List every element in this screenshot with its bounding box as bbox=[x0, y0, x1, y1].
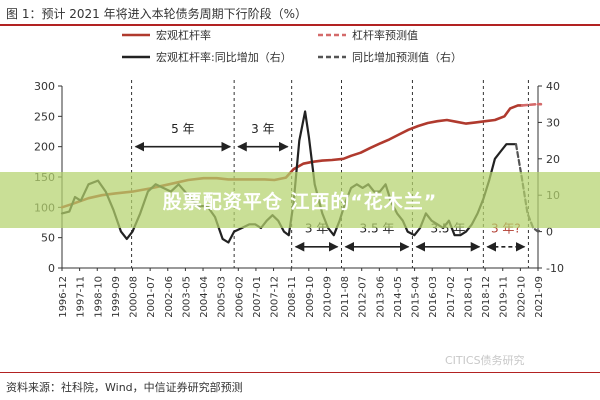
x-tick-label: 2017-02 bbox=[446, 276, 457, 318]
x-tick-label: 1996-12 bbox=[58, 276, 69, 318]
x-tick-label: 2004-04 bbox=[199, 276, 210, 318]
x-tick-label: 2020-10 bbox=[516, 276, 527, 318]
x-tick-label: 1999-09 bbox=[111, 276, 122, 318]
x-tick-label: 2005-03 bbox=[217, 276, 228, 318]
cycle-duration-label: 5 年 bbox=[171, 122, 194, 136]
x-tick-label: 1998-10 bbox=[93, 276, 104, 318]
x-tick-label: 2007-12 bbox=[270, 276, 281, 318]
x-tick-label: 2003-05 bbox=[181, 276, 192, 318]
y-right-tick-label: 20 bbox=[546, 153, 560, 166]
y-right-tick-label: 40 bbox=[546, 80, 560, 93]
watermark: CITICS债务研究 bbox=[445, 354, 525, 367]
x-tick-label: 2013-06 bbox=[375, 276, 386, 318]
source-rule bbox=[0, 372, 600, 373]
x-tick-label: 2021-09 bbox=[534, 276, 545, 318]
legend-label: 宏观杠杆率:同比增加（右） bbox=[156, 50, 292, 64]
x-tick-label: 1997-11 bbox=[76, 276, 87, 318]
x-tick-label: 2006-02 bbox=[234, 276, 245, 318]
series-line bbox=[520, 102, 543, 107]
x-tick-label: 2010-09 bbox=[322, 276, 333, 318]
legend-label: 同比增加预测值（右） bbox=[352, 50, 462, 64]
cycle-duration-label: 3 年 bbox=[251, 122, 274, 136]
x-tick-label: 2019-11 bbox=[499, 276, 510, 318]
banner-text: 股票配资平仓 江西的“花木兰” bbox=[162, 191, 438, 213]
legend-label: 杠杆率预测值 bbox=[352, 28, 418, 42]
y-left-tick-label: 50 bbox=[41, 232, 55, 245]
y-left-tick-label: 300 bbox=[34, 80, 55, 93]
title-rule bbox=[0, 24, 600, 26]
y-right-tick-label: -10 bbox=[546, 262, 564, 275]
figure-title: 图 1：预计 2021 年将进入本轮债务周期下行阶段（%） bbox=[6, 7, 308, 21]
legend-label: 宏观杠杆率 bbox=[156, 28, 211, 42]
x-tick-label: 2008-11 bbox=[287, 276, 298, 318]
x-tick-label: 2015-04 bbox=[411, 276, 422, 318]
x-tick-label: 2014-05 bbox=[393, 276, 404, 318]
cycle-markers bbox=[131, 80, 529, 268]
x-tick-label: 2007-01 bbox=[252, 276, 263, 318]
x-tick-label: 2009-10 bbox=[305, 276, 316, 318]
y-left-tick-label: 200 bbox=[34, 141, 55, 154]
x-tick-label: 2012-07 bbox=[358, 276, 369, 318]
overlay-banner: 股票配资平仓 江西的“花木兰” bbox=[0, 172, 600, 228]
y-right-tick-label: 30 bbox=[546, 116, 560, 129]
y-left-tick-label: 0 bbox=[48, 262, 55, 275]
x-tick-label: 2018-01 bbox=[463, 276, 474, 318]
x-tick-label: 2016-03 bbox=[428, 276, 439, 318]
y-left-tick-label: 250 bbox=[34, 110, 55, 123]
y-right-tick-label: 0 bbox=[546, 226, 553, 239]
x-tick-label: 2001-07 bbox=[146, 276, 157, 318]
x-tick-label: 2011-08 bbox=[340, 276, 351, 318]
source-note: 资料来源：社科院，Wind，中信证券研究部预测 bbox=[6, 381, 243, 394]
x-tick-label: 2002-06 bbox=[164, 276, 175, 318]
x-tick-label: 2018-12 bbox=[481, 276, 492, 318]
x-tick-label: 2000-08 bbox=[129, 276, 140, 318]
